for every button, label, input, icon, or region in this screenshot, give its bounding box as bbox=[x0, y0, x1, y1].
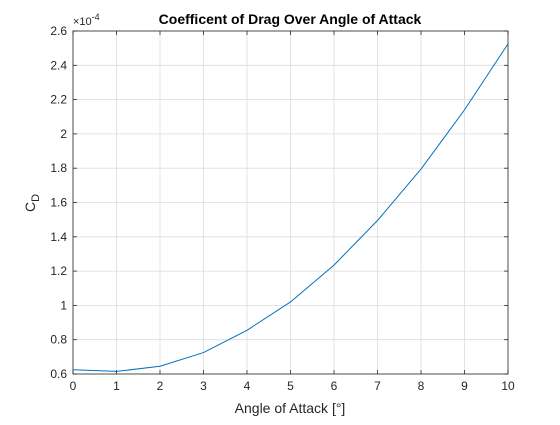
x-tick-label: 5 bbox=[287, 379, 294, 393]
data-point bbox=[159, 366, 160, 367]
y-tick-label: 1 bbox=[60, 298, 67, 312]
data-point bbox=[333, 264, 334, 265]
tick-marks bbox=[72, 30, 509, 375]
grid-lines bbox=[72, 30, 509, 375]
x-tick-label: 6 bbox=[331, 379, 338, 393]
data-point bbox=[72, 369, 73, 370]
y-tick-label: 0.8 bbox=[50, 333, 67, 347]
x-tick-label: 3 bbox=[200, 379, 207, 393]
y-tick-label: 2 bbox=[60, 127, 67, 141]
y-tick-label: 1.2 bbox=[50, 264, 67, 278]
data-point bbox=[246, 330, 247, 331]
y-tick-label: 2.2 bbox=[50, 93, 67, 107]
series-line bbox=[72, 43, 509, 372]
x-tick-label: 7 bbox=[374, 379, 381, 393]
y-tick-label: 2.4 bbox=[50, 58, 67, 72]
data-point bbox=[420, 168, 421, 169]
y-exponent-base: ×10 bbox=[73, 16, 92, 28]
y-axis-label-sub: D bbox=[30, 194, 42, 202]
x-tick-label: 1 bbox=[113, 379, 120, 393]
series-lines bbox=[72, 43, 509, 372]
y-exponent-label: ×10-4 bbox=[73, 12, 100, 28]
y-exponent-power: -4 bbox=[92, 12, 100, 22]
data-point bbox=[464, 109, 465, 110]
x-tick-label: 9 bbox=[461, 379, 468, 393]
x-axis-label: Angle of Attack [°] bbox=[235, 400, 346, 416]
x-tick-label: 4 bbox=[244, 379, 251, 393]
x-tick-label: 8 bbox=[418, 379, 425, 393]
data-point bbox=[377, 220, 378, 221]
y-tick-label: 1.6 bbox=[50, 196, 67, 210]
x-tick-label: 2 bbox=[157, 379, 164, 393]
y-tick-label: 0.6 bbox=[50, 367, 67, 381]
y-tick-label: 2.6 bbox=[50, 24, 67, 38]
x-tick-labels: 0 1 2 3 4 5 6 7 8 9 10 bbox=[70, 379, 515, 393]
y-axis-label: CD bbox=[22, 194, 42, 212]
data-point bbox=[290, 301, 291, 302]
data-point bbox=[116, 371, 117, 372]
y-axis-label-main: C bbox=[22, 202, 38, 212]
y-tick-labels: 0.6 0.8 1 1.2 1.4 1.6 1.8 2 2.2 2.4 2.6 bbox=[50, 24, 67, 381]
y-tick-label: 1.8 bbox=[50, 161, 67, 175]
x-tick-label: 10 bbox=[501, 379, 515, 393]
chart-title: Coefficent of Drag Over Angle of Attack bbox=[159, 11, 422, 27]
data-point bbox=[203, 352, 204, 353]
y-tick-label: 1.4 bbox=[50, 230, 67, 244]
data-point bbox=[507, 43, 508, 44]
x-tick-label: 0 bbox=[70, 379, 77, 393]
